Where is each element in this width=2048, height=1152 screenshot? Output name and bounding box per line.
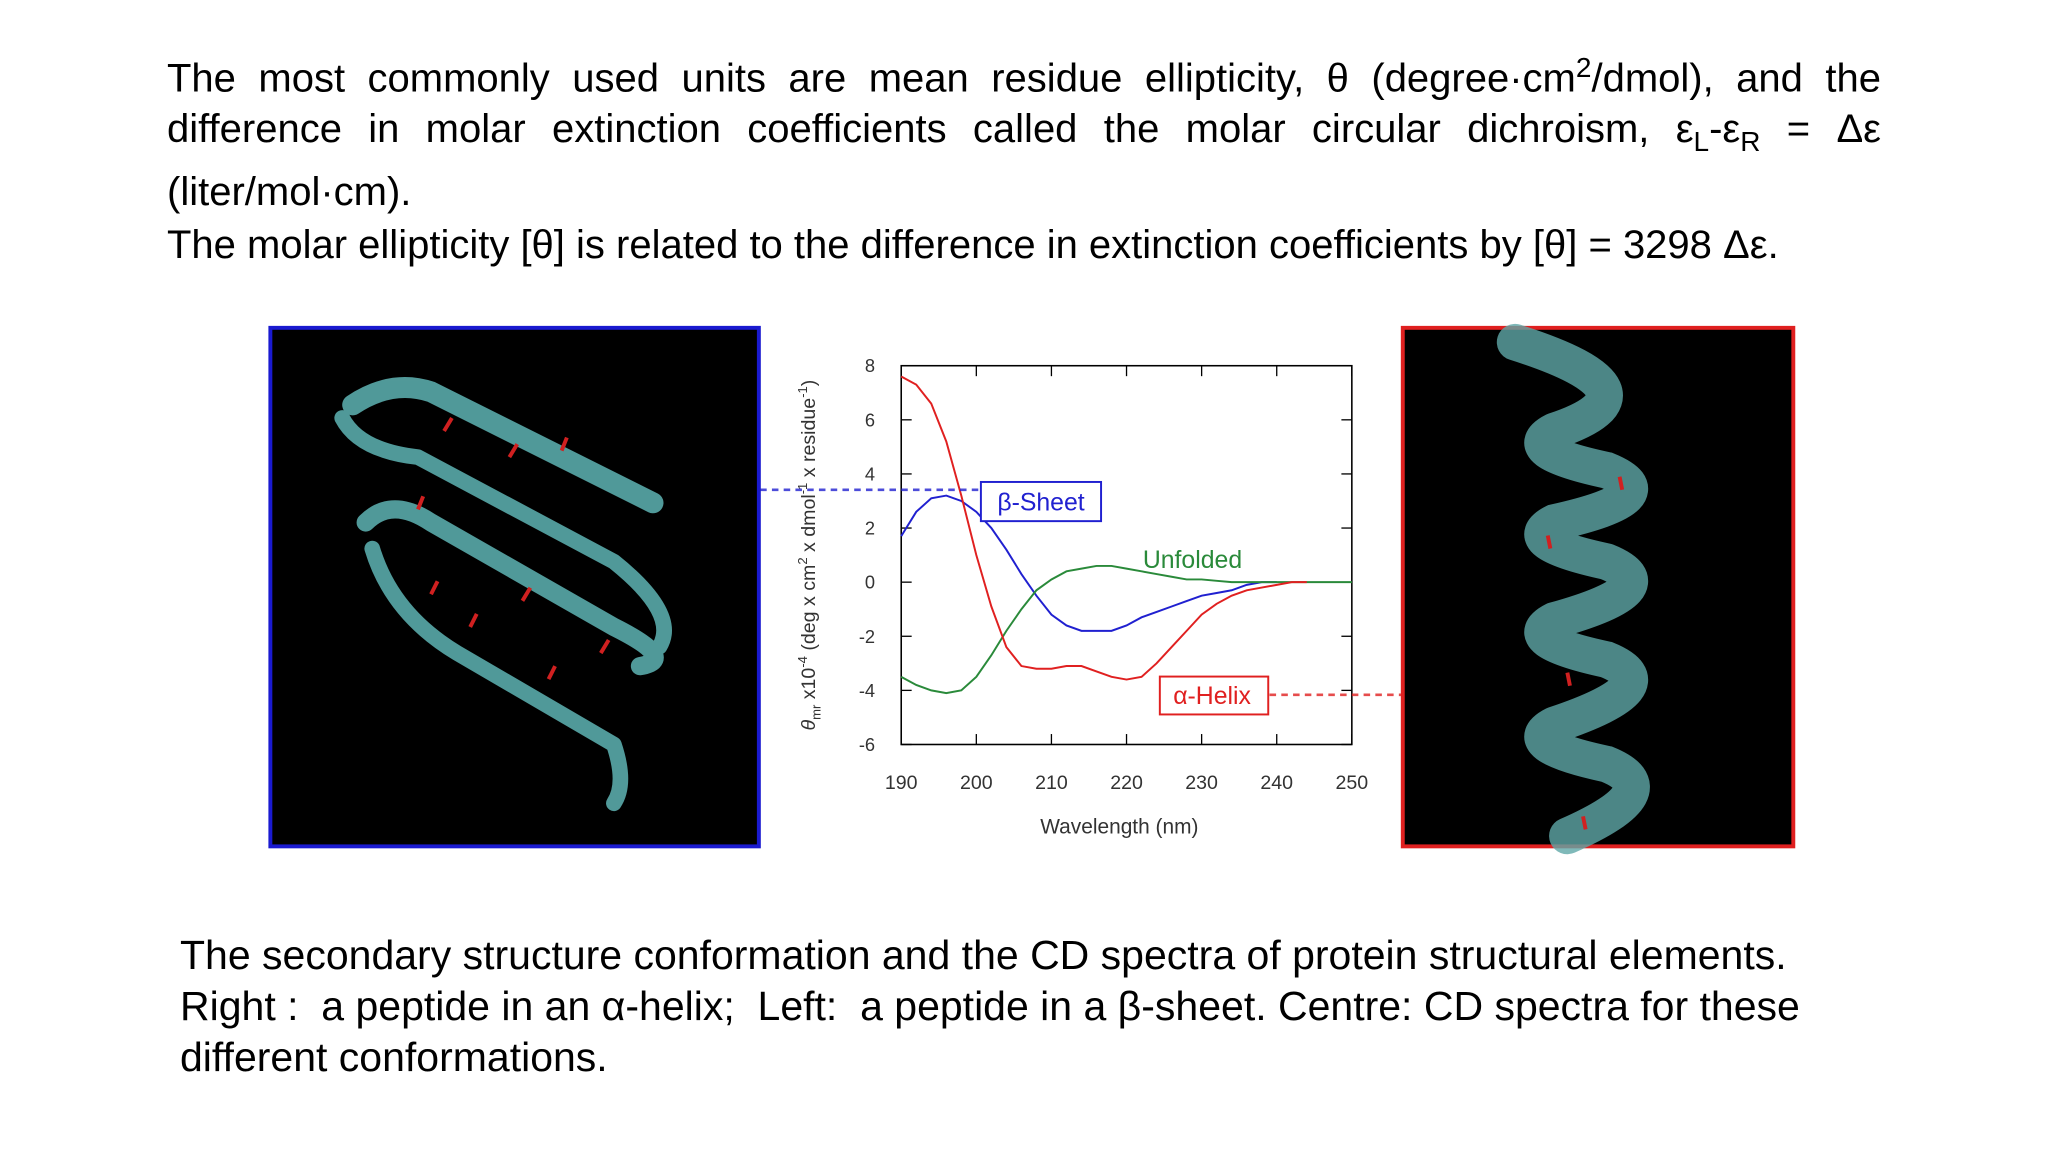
caption-line: The secondary structure conformation and… [180,932,1787,978]
label-box [979,480,1103,523]
text: x10 [798,668,820,705]
cd-chart: Wavelength (nm) θmr x10-4 (deg x cm2 x d… [795,355,1368,838]
superscript: -1 [795,483,810,495]
plot-frame [900,364,1353,746]
y-axis-label: θmr x10-4 (deg x cm2 x dmol-1 x residue-… [795,380,823,731]
text: The most commonly used units are mean re… [167,56,1576,101]
x-tick-label: 230 [1185,772,1218,794]
text: (deg x cm [798,565,820,656]
x-tick-label: 210 [1035,772,1068,794]
x-tick-label: 190 [885,772,918,794]
text: The molar ellipticity [θ] is related to … [167,223,1779,267]
text: x dmol [798,494,820,557]
superscript: 2 [795,557,810,564]
y-tick-label: 8 [865,355,875,376]
caption-line: different conformations. [180,1034,608,1080]
y-tick-label: -4 [859,680,875,701]
x-tick-label: 220 [1110,772,1143,794]
y-tick-label: -2 [859,626,875,647]
superscript: -1 [795,386,810,398]
beta-sheet-image [268,325,761,849]
y-tick-label: 4 [865,463,875,484]
caption-line: Right : a peptide in an α-helix; Left: a… [180,983,1800,1029]
text: -ε [1709,107,1741,152]
superscript: 2 [1575,52,1592,83]
text: = Δε (liter/mol·cm). [167,107,1881,215]
y-tick-label: 0 [865,572,875,593]
text: θ [798,720,820,731]
alpha-helix-image [1400,323,1796,855]
x-tick-label: 250 [1336,772,1369,794]
series-label: β-Sheet [997,490,1084,517]
subscript: mr [808,704,823,720]
label-box [1158,675,1270,716]
paragraph: The molar ellipticity [θ] is related to … [167,220,1881,271]
subscript: R [1740,126,1761,158]
y-tick-label: 2 [865,518,875,539]
superscript: -4 [795,656,810,668]
x-tick-label: 200 [960,772,993,794]
subscript: L [1693,126,1710,158]
series-line [900,375,1307,681]
text: /dmol), and the difference in molar exti… [167,56,1881,152]
text: ) [798,380,820,387]
text: x residue [798,398,820,483]
y-tick-label: -6 [859,734,875,755]
series-line [900,564,1352,695]
series-label: Unfolded [1143,547,1242,574]
y-tick-label: 6 [865,409,875,430]
x-tick-label: 240 [1260,772,1293,794]
series-label: α-Helix [1173,683,1251,710]
x-axis-label: Wavelength (nm) [1040,815,1198,838]
paragraph: The most commonly used units are mean re… [167,42,1881,218]
